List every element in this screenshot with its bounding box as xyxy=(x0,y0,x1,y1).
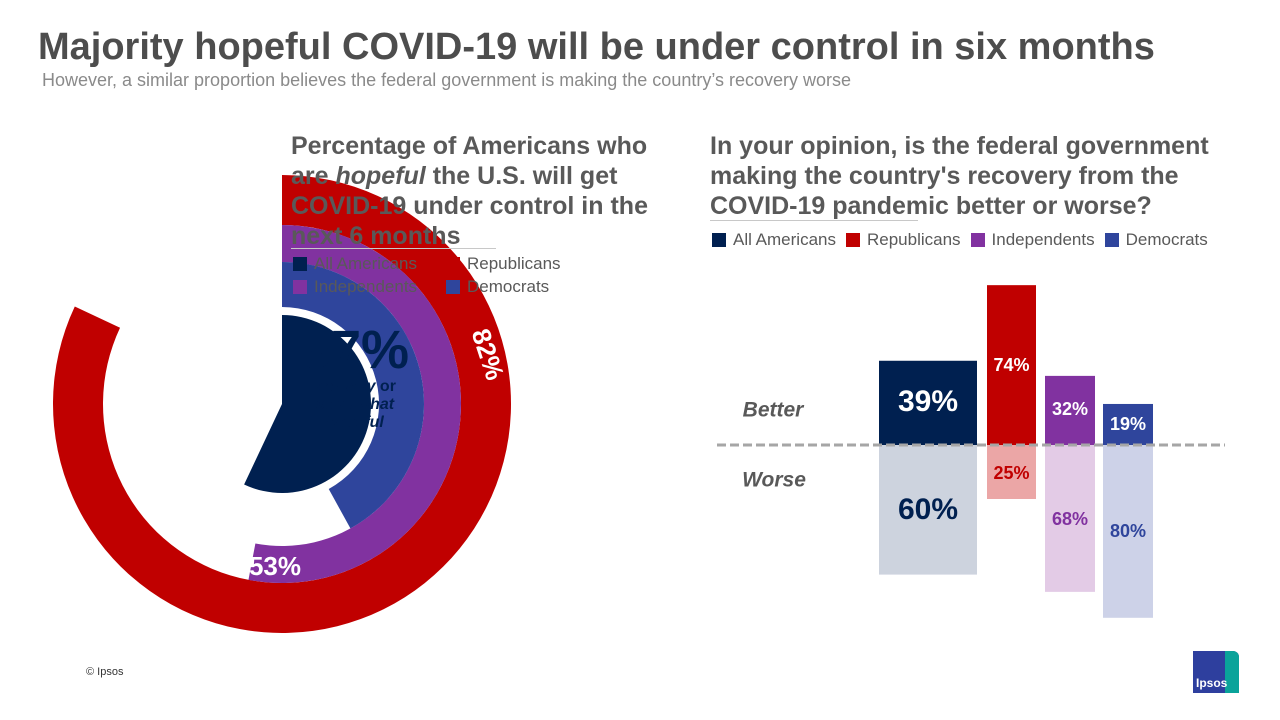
bar-label-worse: 25% xyxy=(993,463,1029,483)
legend-rep: Republicans xyxy=(446,254,561,274)
legend-label: Democrats xyxy=(467,277,550,296)
legend-swatch xyxy=(446,257,460,271)
center-text: are xyxy=(314,378,343,395)
logo-text: Ipsos xyxy=(1196,676,1228,690)
bar-label-better: 32% xyxy=(1052,399,1088,419)
legend-swatch xyxy=(293,280,307,294)
bar-better-republicans xyxy=(987,285,1036,445)
legend-label: Democrats xyxy=(1125,230,1208,249)
divider xyxy=(710,220,918,221)
legend-dem: Democrats xyxy=(446,277,549,297)
donut-title: Percentage of Americans who are hopeful … xyxy=(291,132,648,250)
center-text: or xyxy=(375,378,396,395)
legend-dem: Democrats xyxy=(1104,230,1208,250)
donut-center-label: 57% are very or somewhat hopeful xyxy=(290,322,420,432)
legend-swatch xyxy=(712,233,726,247)
bar-better-independents xyxy=(1045,375,1095,445)
bar-worse-democrats xyxy=(1103,445,1153,618)
legend-ind: Independents xyxy=(970,230,1095,250)
bar-better-democrats xyxy=(1103,403,1153,445)
bar-label-worse: 80% xyxy=(1110,521,1146,541)
legend-all: All Americans xyxy=(293,254,417,274)
ipsos-logo: Ipsos xyxy=(1193,651,1239,693)
divider xyxy=(291,248,496,249)
legend-label: Republicans xyxy=(866,230,961,249)
legend-swatch xyxy=(970,233,985,247)
bar-better-all-americans xyxy=(879,360,977,445)
center-text: somewhat xyxy=(315,396,395,413)
bar-label-worse: 60% xyxy=(898,493,958,526)
bar-worse-independents xyxy=(1045,445,1095,592)
legend-label: All Americans xyxy=(733,230,836,249)
bar-label-better: 19% xyxy=(1110,414,1146,434)
donut-segment-independents xyxy=(248,225,461,583)
donut-data-label: 42% xyxy=(165,454,221,513)
center-text: hopeful xyxy=(326,414,384,431)
legend-label: Independents xyxy=(314,277,418,296)
legend-label: All Americans xyxy=(314,254,417,273)
legend-swatch xyxy=(446,280,460,294)
legend-swatch xyxy=(1104,233,1119,247)
slide-title: Majority hopeful COVID-19 will be under … xyxy=(38,26,1155,68)
bar-label-worse: 68% xyxy=(1052,509,1088,529)
legend-rep: Republicans xyxy=(845,230,961,250)
legend-swatch xyxy=(845,233,860,247)
worse-axis-label: Worse xyxy=(742,469,806,492)
donut-segment-all-americans xyxy=(244,314,372,493)
bar-title: In your opinion, is the federal governme… xyxy=(710,132,1209,220)
copyright: © Ipsos xyxy=(86,666,124,678)
bar-label-better: 39% xyxy=(898,385,958,418)
legend-ind: Independents xyxy=(293,277,417,297)
legend-swatch xyxy=(293,257,307,271)
legend-all: All Americans xyxy=(712,230,836,250)
center-text-em: very xyxy=(342,378,376,395)
bar-worse-republicans xyxy=(987,445,1036,499)
legend-label: Republicans xyxy=(467,254,561,273)
bar-worse-all-americans xyxy=(879,445,977,575)
donut-data-label: 53% xyxy=(249,551,301,581)
donut-segment-democrats xyxy=(282,262,425,529)
better-axis-label: Better xyxy=(743,399,806,422)
legend-label: Independents xyxy=(991,230,1095,249)
bar-legend: All Americans Republicans Independents D… xyxy=(712,230,1208,250)
center-value: 57% xyxy=(300,320,410,380)
bar-label-better: 74% xyxy=(993,355,1029,375)
slide-subtitle: However, a similar proportion believes t… xyxy=(42,70,852,90)
